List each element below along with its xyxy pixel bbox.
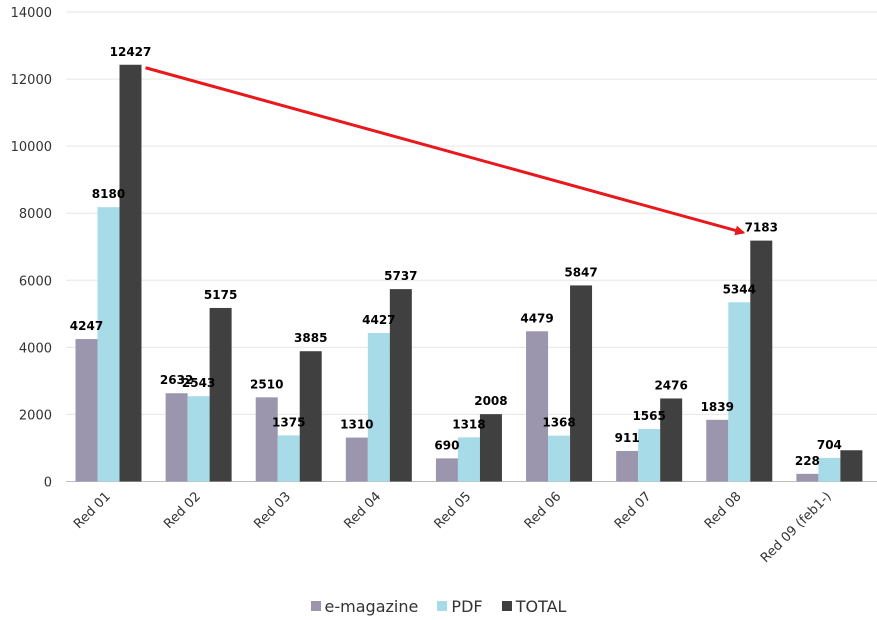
y-tick-label: 2000 — [19, 408, 52, 423]
data-label: 1310 — [340, 418, 373, 432]
data-label: 5344 — [723, 282, 756, 296]
bar-pdf — [367, 333, 390, 482]
data-label: 911 — [615, 431, 640, 445]
bar-pdf — [457, 437, 480, 482]
legend-item-total: TOTAL — [501, 596, 567, 616]
bar-total — [570, 285, 593, 482]
bar-total — [389, 289, 412, 482]
bar-pdf — [187, 396, 210, 482]
y-axis-ticks: 0 2000 4000 6000 8000 10000 12000 14000 — [11, 6, 52, 491]
bar-pdf — [277, 435, 300, 482]
data-label: 4427 — [362, 313, 395, 327]
y-tick-label: 4000 — [19, 341, 52, 356]
y-tick-label: 10000 — [11, 140, 52, 155]
x-tick-label: Red 05 — [432, 489, 475, 532]
data-label: 2476 — [654, 378, 687, 392]
data-label: 4247 — [70, 319, 103, 333]
x-axis-ticks: Red 01 Red 02 Red 03 Red 04 Red 05 Red 06 Red … — [71, 489, 835, 566]
bar-e-magazine — [526, 331, 549, 482]
data-label: 2510 — [250, 377, 283, 391]
legend-item-pdf: PDF — [437, 596, 483, 616]
legend-label-total: TOTAL — [515, 596, 567, 616]
bar-total — [479, 414, 502, 482]
data-label: 1318 — [452, 417, 485, 431]
data-label: 1375 — [272, 415, 305, 429]
data-labels-group: 4247 2632 2510 1310 690 4479 911 1839 228 8180 254… — [70, 45, 842, 468]
bar-total — [299, 351, 322, 482]
data-label: 228 — [795, 454, 820, 468]
data-label: 704 — [817, 438, 842, 452]
bar-pdf — [97, 207, 120, 482]
bar-total — [209, 307, 232, 482]
bar-total — [750, 240, 773, 482]
y-tick-label: 8000 — [19, 207, 52, 222]
data-label: 5737 — [384, 269, 417, 283]
data-label: 5175 — [204, 288, 237, 302]
x-tick-label: Red 04 — [341, 489, 384, 532]
legend-swatch-e-magazine — [310, 601, 321, 611]
data-label: 7183 — [745, 221, 778, 235]
bar-e-magazine — [75, 339, 98, 482]
annotation-arrow-group — [145, 66, 746, 236]
data-label: 2632 — [160, 373, 193, 387]
bar-e-magazine — [616, 450, 639, 482]
bar-pdf — [638, 429, 661, 482]
data-label: 12427 — [110, 45, 152, 59]
legend-swatch-pdf — [437, 601, 448, 611]
data-label: 1839 — [701, 400, 734, 414]
bar-total — [840, 450, 863, 482]
x-tick-label: Red 06 — [522, 489, 565, 532]
annotation-arrow — [145, 66, 746, 236]
data-label: 1565 — [632, 409, 665, 423]
bar-total — [660, 398, 683, 482]
y-tick-label: 12000 — [11, 73, 52, 88]
x-tick-label: Red 01 — [71, 489, 114, 532]
data-label: 4479 — [520, 311, 553, 325]
data-label: 3885 — [294, 331, 327, 345]
data-label: 1368 — [542, 416, 575, 430]
bar-e-magazine — [165, 393, 188, 482]
bars-group — [75, 64, 863, 482]
x-tick-label: Red 09 (feb1-) — [758, 489, 835, 566]
bar-e-magazine — [255, 397, 278, 482]
x-tick-label: Red 03 — [251, 489, 294, 532]
data-label: 8180 — [92, 187, 125, 201]
bar-pdf — [728, 302, 751, 482]
bar-e-magazine — [796, 473, 819, 482]
bar-pdf — [548, 435, 571, 482]
data-label: 690 — [434, 438, 459, 452]
legend: e-magazine PDF TOTAL — [0, 596, 877, 616]
x-tick-label: Red 07 — [612, 489, 655, 532]
bar-e-magazine — [345, 437, 368, 482]
y-tick-label: 6000 — [19, 274, 52, 289]
x-tick-label: Red 02 — [161, 489, 204, 532]
legend-label-e-magazine: e-magazine — [324, 596, 419, 616]
y-tick-label: 14000 — [11, 6, 52, 21]
data-label: 5847 — [564, 265, 597, 279]
bar-e-magazine — [435, 458, 458, 482]
data-label: 2543 — [182, 376, 215, 390]
bar-pdf — [818, 457, 841, 482]
bar-e-magazine — [706, 419, 729, 482]
bar-total — [119, 64, 142, 482]
data-label: 2008 — [474, 394, 507, 408]
legend-swatch-total — [501, 601, 512, 611]
x-tick-label: Red 08 — [702, 489, 745, 532]
legend-item-e-magazine: e-magazine — [310, 596, 419, 616]
y-tick-label: 0 — [44, 476, 52, 491]
legend-label-pdf: PDF — [451, 596, 483, 616]
